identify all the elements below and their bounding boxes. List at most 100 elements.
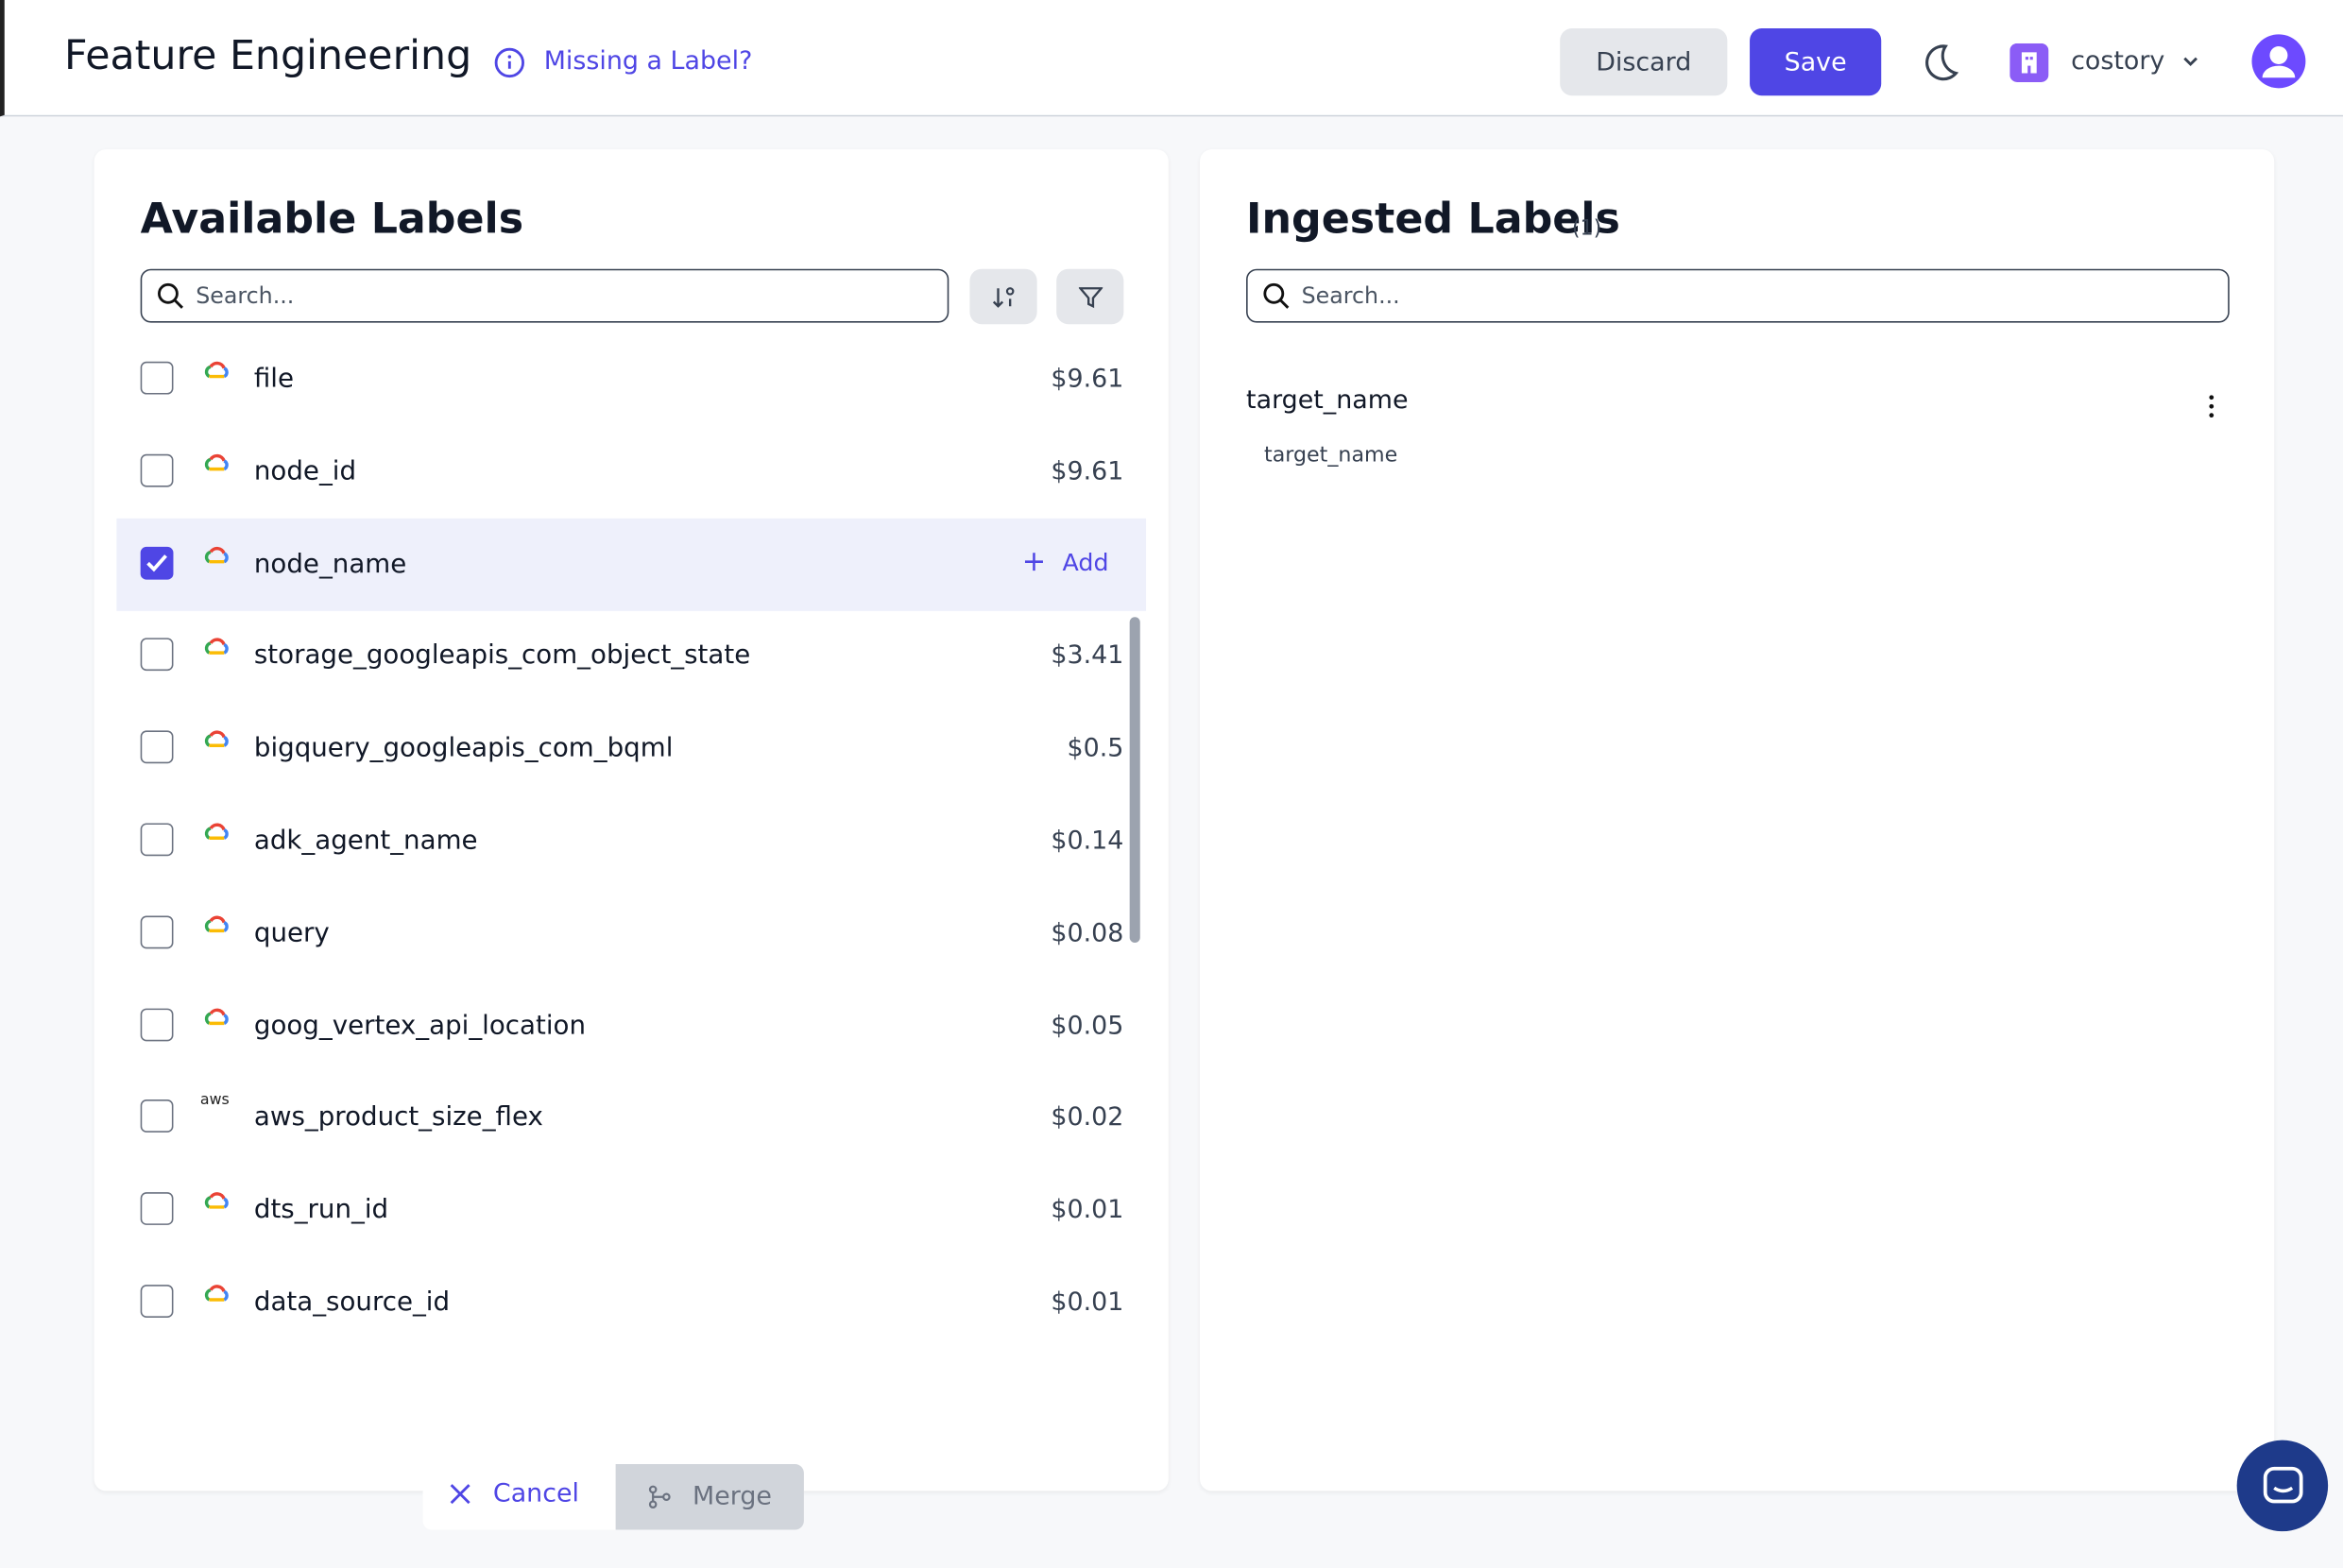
page-title: Feature Engineering [64, 32, 472, 79]
label-name: data_source_id [253, 1287, 451, 1318]
gcp-icon-part [223, 1197, 229, 1209]
label-name: dts_run_id [253, 1195, 389, 1226]
gcp-icon-part [204, 365, 212, 379]
gcp-icon-part [204, 1196, 212, 1209]
gcp-icon-part [204, 827, 212, 840]
search-box[interactable]: Search... [1246, 268, 2230, 323]
label-name: bigquery_googleapis_com_bqml [253, 733, 674, 764]
panel-title: Ingested Labels [1246, 194, 1620, 244]
checkbox[interactable] [140, 1007, 174, 1041]
chat-button[interactable] [2236, 1440, 2329, 1532]
info-icon [494, 47, 524, 78]
checkbox[interactable] [140, 730, 174, 764]
label-name: node_id [253, 456, 357, 487]
label-cost: $0.02 [1051, 1102, 1124, 1133]
checkbox[interactable] [140, 638, 174, 672]
cancel-label: Cancel [492, 1478, 580, 1509]
label-row[interactable]: file $9.61 [116, 333, 1146, 426]
save-button[interactable]: Save [1750, 28, 1882, 96]
gcp-icon-part [204, 1288, 212, 1302]
search-placeholder: Search... [196, 281, 295, 310]
checkbox[interactable] [140, 915, 174, 948]
search-icon [158, 282, 183, 309]
gcp-icon-part [204, 734, 212, 748]
gcp-icon-part [209, 1007, 226, 1015]
checkbox[interactable] [140, 361, 174, 395]
add-button[interactable]: Add [1023, 547, 1109, 576]
gcp-icon-part [223, 1013, 229, 1025]
discard-button[interactable]: Discard [1560, 28, 1728, 96]
checkbox[interactable] [140, 1099, 174, 1133]
checkbox[interactable] [140, 546, 174, 580]
gcp-icon-part [223, 551, 229, 563]
gcp-icon-part [209, 1192, 226, 1201]
org-name[interactable]: costory [2071, 46, 2165, 77]
ingested-count: (1) [1571, 216, 1602, 241]
gcp-icon-part [209, 730, 226, 739]
cancel-button[interactable]: Cancel [448, 1478, 580, 1509]
theme-toggle[interactable] [1917, 41, 1961, 85]
label-row[interactable]: storage_googleapis_com_object_state $3.41 [116, 610, 1146, 703]
label-name: file [253, 364, 295, 395]
org-chevron[interactable] [2181, 51, 2201, 72]
label-row[interactable]: dts_run_id $0.01 [116, 1164, 1146, 1256]
gcp-icon [204, 453, 229, 471]
label-row[interactable]: adk_agent_name $0.14 [116, 794, 1146, 887]
gcp-icon-part [209, 1285, 226, 1293]
label-row[interactable]: query $0.08 [116, 887, 1146, 980]
check-mark [146, 554, 167, 571]
more-menu[interactable] [2207, 393, 2215, 419]
label-name: aws_product_size_flex [253, 1102, 543, 1133]
label-cost: $3.41 [1051, 641, 1124, 672]
ingested-name: target_name [1246, 385, 1409, 416]
label-cost: $9.61 [1051, 364, 1124, 395]
gcp-icon [204, 823, 229, 841]
menu-dot [2209, 403, 2215, 409]
gcp-icon-part [209, 546, 226, 554]
label-cost: $9.61 [1051, 456, 1124, 487]
checkbox[interactable] [140, 823, 174, 857]
checkbox[interactable] [140, 453, 174, 487]
add-label: Add [1062, 547, 1109, 576]
gcp-icon-part [209, 361, 226, 369]
gcp-icon-part [209, 915, 226, 924]
gcp-icon-part [209, 639, 226, 646]
gcp-icon [204, 546, 229, 563]
plus [1025, 553, 1043, 571]
label-row[interactable]: goog_vertex_api_location $0.05 [116, 980, 1146, 1072]
label-name: goog_vertex_api_location [253, 1011, 587, 1041]
ingested-source: target_name [1264, 443, 1398, 469]
close-icon [450, 1484, 470, 1505]
label-cost: $0.14 [1051, 826, 1124, 857]
gcp-icon-part [223, 459, 229, 470]
label-row[interactable]: node_name Add [116, 518, 1147, 611]
label-row[interactable]: bigquery_googleapis_com_bqml $0.5 [116, 703, 1146, 795]
label-row[interactable]: data_source_id $0.01 [116, 1256, 1146, 1349]
search-box[interactable]: Search... [140, 268, 949, 323]
ingested-panel [1200, 149, 2275, 1491]
top-bar: Feature Engineering Missing a Label? Dis… [0, 0, 2343, 117]
label-name: adk_agent_name [253, 826, 478, 857]
gcp-icon-part [204, 1011, 212, 1025]
gcp-icon-part [223, 920, 229, 932]
filter-button[interactable] [1056, 268, 1124, 325]
search-icon [1263, 282, 1290, 309]
checkbox[interactable] [140, 1285, 174, 1318]
label-name: query [253, 918, 330, 948]
help-link[interactable]: Missing a Label? [543, 46, 753, 77]
plus-icon [1025, 553, 1043, 571]
merge-button[interactable]: Merge [615, 1463, 804, 1530]
gcp-icon-part [204, 919, 212, 932]
scrollbar [1129, 617, 1140, 943]
sort-button[interactable] [969, 268, 1037, 325]
chat-icon [2263, 1466, 2302, 1503]
label-row[interactable]: aws aws_product_size_flex $0.02 [116, 1072, 1146, 1165]
label-name: storage_googleapis_com_object_state [253, 641, 751, 672]
label-row[interactable]: node_id $9.61 [116, 425, 1146, 518]
gcp-icon [204, 730, 229, 748]
avatar[interactable] [2250, 33, 2307, 90]
gcp-icon-part [204, 550, 212, 563]
menu-dot [2209, 413, 2215, 418]
checkbox[interactable] [140, 1192, 174, 1226]
